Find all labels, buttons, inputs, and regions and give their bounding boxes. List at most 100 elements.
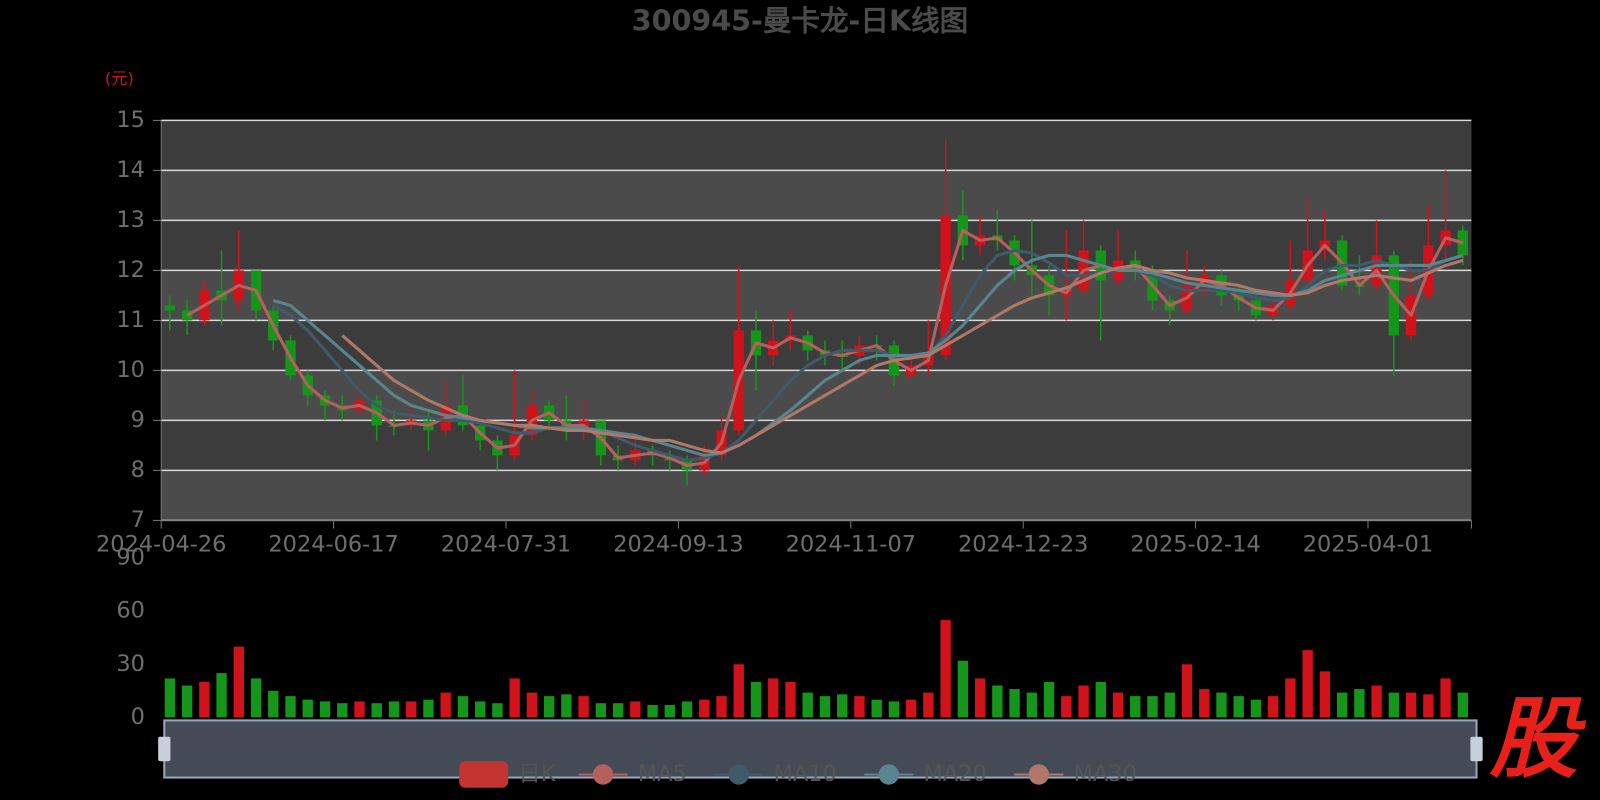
zoom-slider[interactable] [163, 719, 1478, 779]
legend-label[interactable]: MA5 [638, 761, 687, 787]
volume-bar [543, 696, 555, 718]
y-tick-label: 12 [116, 257, 145, 283]
x-tick-label: 2025-02-14 [1130, 531, 1260, 557]
volume-bar [1199, 689, 1210, 718]
volume-bar [440, 692, 451, 718]
x-tick-label: 2024-06-17 [268, 531, 398, 557]
x-tick-label: 2024-12-23 [958, 531, 1088, 557]
volume-bar [1164, 692, 1175, 718]
volume-bar [699, 699, 710, 718]
volume-bar [940, 620, 951, 718]
ma-line [186, 228, 1464, 467]
volume-bar [802, 692, 813, 718]
y-tick-label: 13 [116, 207, 145, 233]
volume-bar [1147, 696, 1158, 718]
volume-bar [1130, 696, 1141, 718]
volume-bar [595, 703, 607, 718]
volume-bar [905, 699, 917, 718]
split-area [161, 120, 1472, 171]
volume-bar [630, 701, 641, 718]
volume-bar [1319, 671, 1331, 718]
volume-bar [1268, 696, 1279, 718]
volume-bar [1440, 678, 1451, 718]
chart-title: 300945-曼卡龙-日K线图 [632, 3, 968, 37]
legend-icon [878, 764, 899, 785]
ma-line [272, 248, 1464, 462]
volume-bar [509, 678, 520, 718]
volume-bar [388, 701, 400, 718]
y-tick-label: 9 [131, 407, 145, 433]
volume-bar [1354, 689, 1365, 718]
volume-bar [216, 673, 227, 718]
volume-bar [750, 681, 762, 718]
volume-bar [819, 696, 831, 718]
volume-bar [664, 704, 675, 718]
volume-bar [837, 694, 848, 718]
volume-bar [319, 701, 331, 718]
volume-bar [181, 685, 193, 718]
volume-bar [1026, 692, 1037, 718]
volume-bar [1095, 681, 1106, 718]
y-tick-label: 14 [116, 157, 145, 183]
y-tick-label: 11 [116, 307, 145, 333]
volume-bar [923, 692, 934, 718]
volume-y-tick-label: 0 [131, 704, 145, 730]
volume-bar [612, 703, 624, 718]
volume-bar [1078, 685, 1089, 718]
volume-bar [302, 699, 313, 718]
volume-bar [1388, 692, 1400, 718]
legend-label[interactable]: MA20 [923, 761, 986, 787]
x-tick-label: 2024-09-13 [613, 531, 743, 557]
candle-body [164, 305, 176, 311]
volume-bar [474, 701, 486, 718]
volume-bar [871, 699, 882, 718]
volume-bar [423, 699, 434, 718]
volume-y-tick-label: 30 [116, 651, 145, 677]
volume-bar [561, 694, 572, 718]
volume-bar [164, 678, 176, 718]
legend-label[interactable]: MA10 [773, 761, 836, 787]
volume-bar [492, 703, 503, 718]
volume-bar [1302, 650, 1313, 718]
volume-bar [1009, 689, 1020, 718]
split-area [161, 170, 1472, 221]
x-tick-label: 2024-11-07 [786, 531, 916, 557]
legend-label[interactable]: 日K [518, 761, 556, 787]
x-tick-label: 2024-07-31 [441, 531, 571, 557]
volume-bar [337, 703, 348, 718]
volume-bar [888, 701, 900, 718]
zoom-handle-left[interactable] [158, 736, 171, 762]
volume-bar [1423, 694, 1434, 718]
x-tick-label: 2025-04-01 [1303, 531, 1433, 557]
volume-bar [1233, 696, 1244, 718]
volume-bar [974, 678, 986, 718]
split-area [161, 470, 1472, 521]
y-tick-label: 8 [131, 457, 145, 483]
volume-bar [406, 701, 417, 718]
volume-bar [1112, 692, 1124, 718]
volume-bar [268, 690, 279, 718]
ma-line [341, 258, 1464, 455]
volume-bar [733, 664, 744, 718]
zoom-handle-right[interactable] [1470, 736, 1483, 762]
x-tick-label: 2024-04-26 [96, 531, 226, 557]
legend-label[interactable]: MA30 [1073, 761, 1136, 787]
y-tick-label: 7 [131, 507, 145, 533]
y-tick-label: 15 [116, 107, 145, 133]
volume-y-tick-label: 60 [116, 598, 145, 624]
volume-bar [681, 701, 693, 718]
volume-bar [1457, 692, 1468, 718]
volume-bar [785, 681, 796, 718]
legend-icon [728, 764, 749, 785]
volume-bar [1181, 664, 1193, 718]
volume-bar [1371, 685, 1382, 718]
legend-icon [592, 764, 614, 785]
legend-icon[interactable] [459, 761, 509, 788]
volume-bar [250, 678, 262, 718]
volume-bar [647, 704, 658, 718]
y-tick-label: 10 [116, 357, 145, 383]
volume-bar [957, 660, 969, 718]
volume-bar [354, 701, 365, 718]
